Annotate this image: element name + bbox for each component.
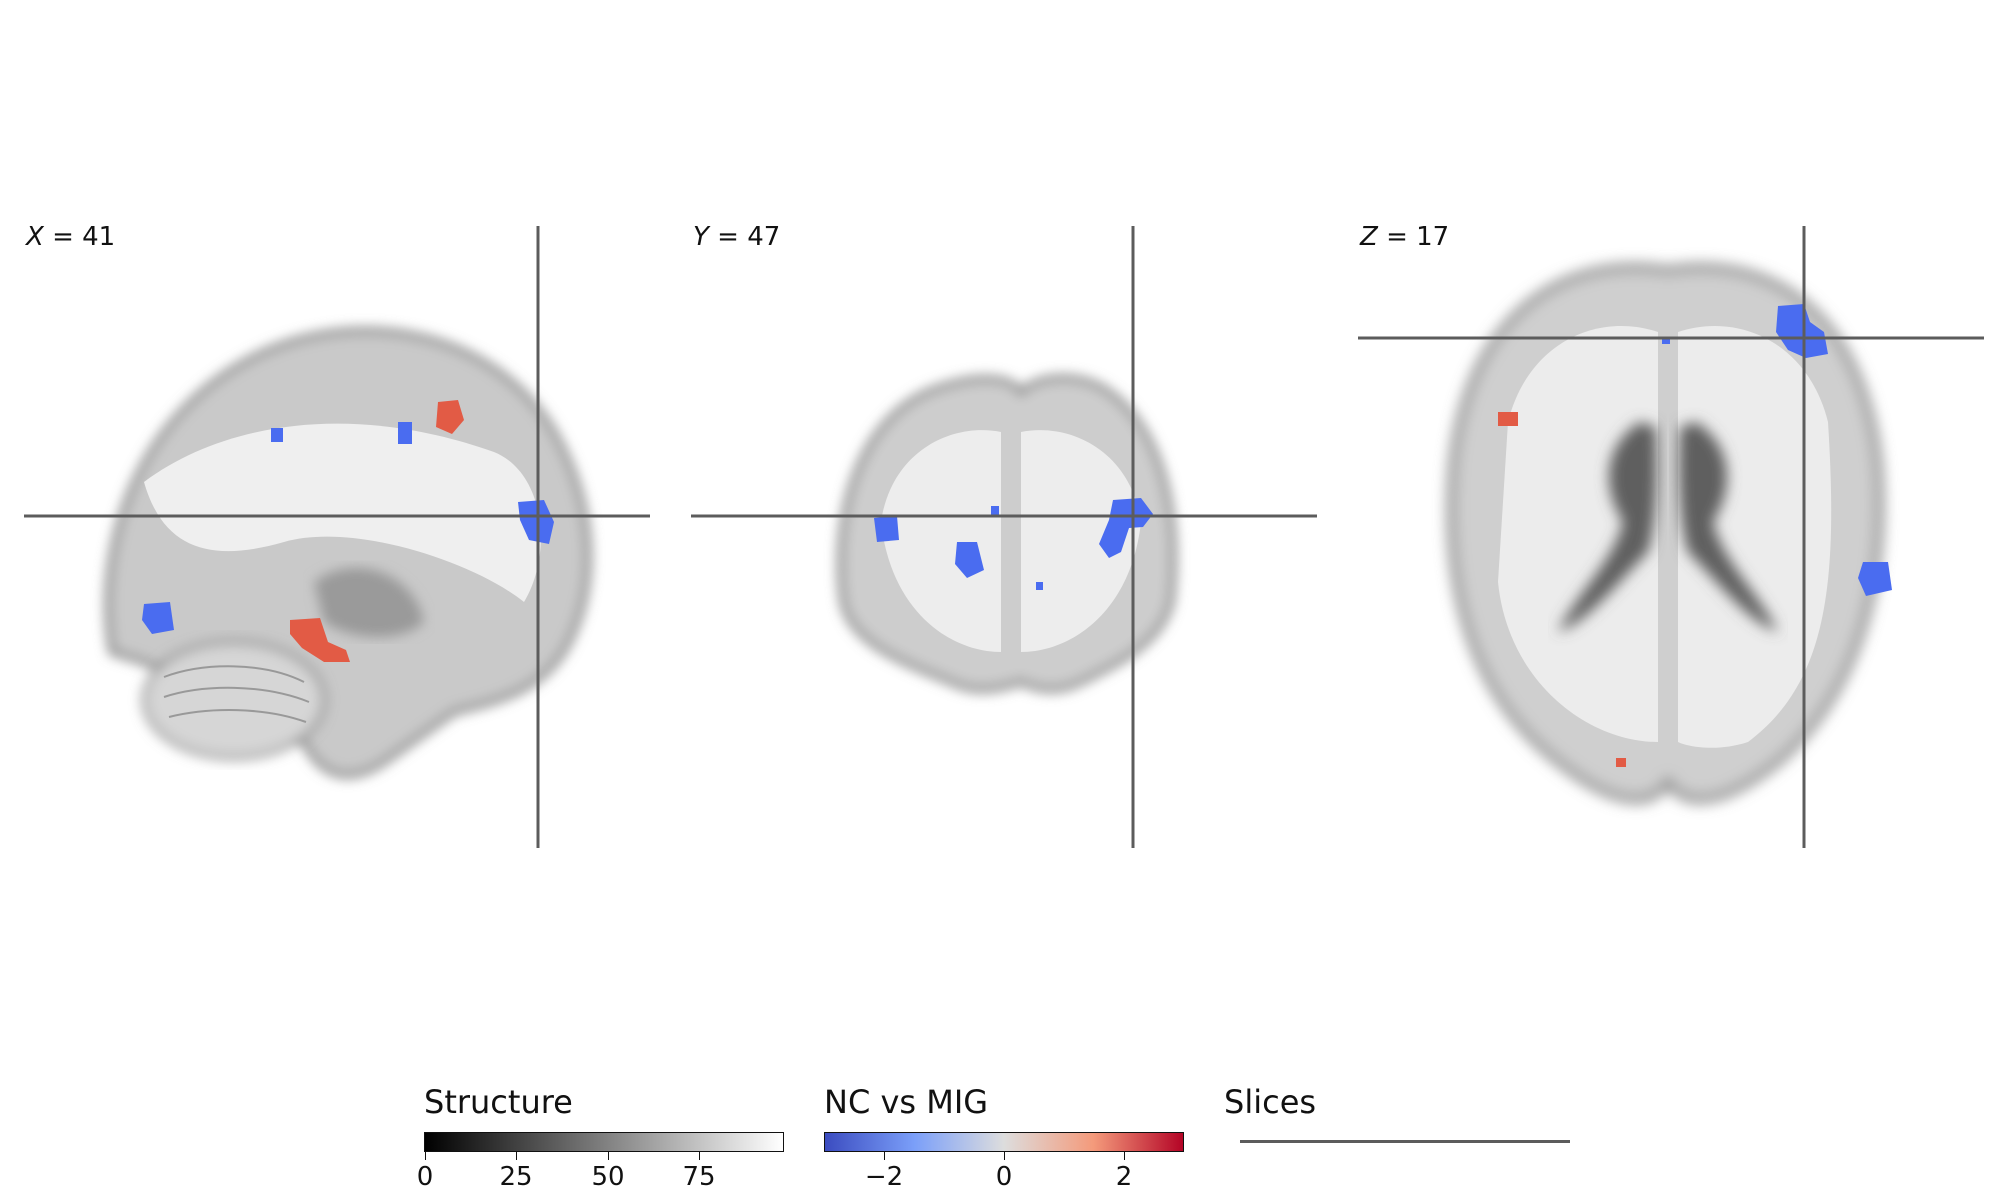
structure-legend-title: Structure — [424, 1083, 573, 1121]
axial-brain-image — [1358, 226, 1984, 848]
contrast-tick-label-0: 0 — [995, 1162, 1013, 1192]
contrast-tick-0 — [1004, 1152, 1005, 1160]
structure-tick-label-50: 50 — [591, 1162, 625, 1192]
temporal-structure — [314, 567, 424, 637]
axial-panel: Z = 17 — [1358, 222, 1998, 852]
slice-label-y: Y = 47 — [693, 222, 780, 252]
slices-legend-title: Slices — [1224, 1083, 1317, 1121]
blob-negative-4 — [398, 422, 412, 444]
structure-tick-label-0: 0 — [416, 1162, 434, 1192]
structure-tick-25 — [516, 1152, 517, 1160]
left-ventricle — [1558, 422, 1658, 632]
slice-axis-z: Z — [1360, 222, 1378, 252]
structure-tick-50 — [608, 1152, 609, 1160]
coronal-panel: Y = 47 — [691, 222, 1331, 852]
cerebellum-shape — [142, 640, 326, 760]
sagittal-brain-image — [24, 226, 650, 848]
blob-positive-2 — [290, 618, 350, 662]
blob-negative-6 — [874, 516, 899, 542]
slice-label-z: Z = 17 — [1360, 222, 1449, 252]
blob-negative-9 — [1036, 582, 1043, 590]
right-ventricle — [1678, 422, 1778, 632]
slices-legend: Slices — [1224, 1082, 1594, 1143]
contrast-colorbar — [824, 1132, 1184, 1152]
coronal-left-hemisphere — [881, 430, 1001, 652]
structure-tick-label-25: 25 — [499, 1162, 533, 1192]
blob-positive-1 — [436, 400, 464, 434]
axial-right-hemisphere — [1678, 326, 1832, 748]
blob-negative-7 — [955, 542, 984, 578]
blob-negative-11 — [1858, 562, 1892, 596]
coronal-right-hemisphere — [1021, 430, 1141, 652]
structure-legend: Structure 0 25 50 75 — [417, 1082, 794, 1192]
cerebellum-folia — [163, 665, 310, 723]
contrast-tick-neg2 — [884, 1152, 885, 1160]
structure-tick-0 — [425, 1152, 426, 1160]
blob-negative-12 — [1662, 338, 1670, 344]
slice-value-y: = 47 — [717, 222, 781, 252]
blob-negative-8 — [991, 506, 999, 516]
structure-colorbar — [424, 1132, 784, 1152]
structure-tick-75 — [699, 1152, 700, 1160]
blob-positive-3 — [1498, 412, 1518, 426]
blob-negative-5 — [1099, 498, 1153, 558]
contrast-tick-label-2: 2 — [1115, 1162, 1133, 1192]
slice-value-x: = 41 — [52, 222, 116, 252]
white-matter — [144, 423, 541, 602]
blob-negative-1 — [518, 500, 554, 544]
slice-value-z: = 17 — [1386, 222, 1450, 252]
coronal-brain-image — [691, 226, 1317, 848]
slice-axis-y: Y — [693, 222, 709, 252]
blob-negative-10 — [1776, 304, 1828, 358]
blob-negative-3 — [271, 428, 283, 442]
sagittal-panel: X = 41 — [24, 222, 664, 852]
blob-negative-2 — [142, 602, 174, 634]
contrast-legend-title: NC vs MIG — [824, 1083, 989, 1121]
blob-positive-4 — [1616, 758, 1626, 767]
contrast-tick-label-neg2: −2 — [864, 1162, 904, 1192]
contrast-legend: NC vs MIG −2 0 2 — [824, 1082, 1194, 1192]
slice-axis-x: X — [26, 222, 44, 252]
contrast-tick-2 — [1124, 1152, 1125, 1160]
structure-tick-label-75: 75 — [682, 1162, 716, 1192]
slice-label-x: X = 41 — [26, 222, 115, 252]
axial-left-hemisphere — [1498, 326, 1658, 742]
slices-line-sample — [1240, 1140, 1570, 1143]
